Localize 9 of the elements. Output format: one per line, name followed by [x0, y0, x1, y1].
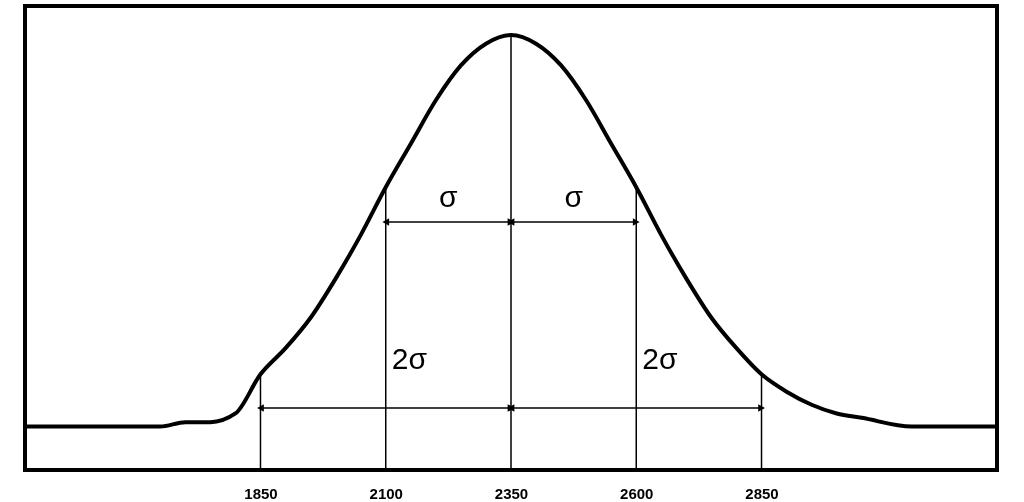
annotation: σ — [564, 180, 584, 213]
x-tick-label: 2600 — [620, 484, 654, 502]
annotation: 2σ — [391, 342, 428, 375]
x-tick-label: 1850 — [244, 484, 278, 502]
x-tick-label: 2850 — [745, 484, 779, 502]
x-tick-label: 2350 — [494, 484, 529, 502]
annotation: 2σ — [642, 342, 678, 375]
annotation: σ — [439, 180, 459, 213]
x-tick-label: 2100 — [369, 484, 403, 502]
